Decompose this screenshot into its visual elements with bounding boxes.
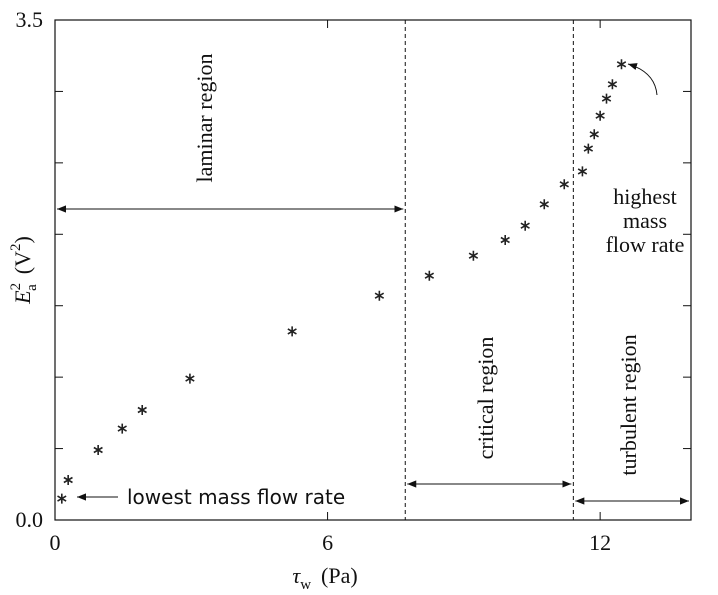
x-tick-label: 6 [322,530,333,555]
y-axis-label: E2a(V2) [8,236,40,305]
region-label: laminar region [192,54,217,183]
point-glyph [616,59,627,70]
annotation: lowest mass flow rate [127,485,345,509]
x-tick-label: 0 [50,530,61,555]
point [589,129,599,140]
point [374,290,385,301]
x-tick-label: 12 [589,530,611,555]
point-glyph [601,93,612,104]
y-tick-label: 0.0 [16,507,44,532]
point [93,445,103,455]
y-label-sup: 2 [8,283,24,291]
point-glyph [287,326,297,337]
point [468,250,479,261]
point-glyph [589,129,599,140]
point [583,143,594,154]
plot-frame [54,19,692,521]
point-glyph [577,166,588,177]
point [616,59,627,70]
y-label-symbol: E [10,290,35,305]
point-glyph [57,493,67,504]
point [607,79,618,90]
point [185,373,195,384]
point-glyph [93,445,103,455]
point [601,93,612,104]
y-label-unit-close: ) [10,236,35,243]
point-glyph [520,220,530,231]
x-label-symbol: τ [292,563,301,588]
point-glyph [63,475,73,485]
annotation: highest [613,184,677,209]
point-glyph [500,235,510,245]
point-glyph [117,423,127,434]
annotation-arrow [627,63,658,96]
point-glyph [559,179,569,190]
region-label: turbulent region [616,334,641,475]
point [117,423,127,434]
point-glyph [137,405,147,415]
point [539,199,549,210]
point-glyph [468,250,479,261]
point [137,405,147,415]
point-glyph [424,270,435,281]
y-label-unit-sup: 2 [8,243,24,251]
x-label-sub: w [300,577,311,593]
point-glyph [607,79,618,90]
point-glyph [595,110,605,121]
point-glyph [185,373,195,384]
point [559,179,569,190]
point [63,475,73,485]
annotation: mass [623,208,667,233]
y-label-unit: (V [10,251,35,274]
y-label-sub: a [24,284,40,291]
point [424,270,435,281]
point [500,235,510,245]
y-tick-label: 3.5 [16,7,44,32]
point [577,166,588,177]
point-glyph [539,199,549,210]
x-axis-label: τw (Pa) [292,563,357,593]
point-glyph [374,290,385,301]
point [520,220,530,231]
point [595,110,605,121]
point-glyph [583,143,594,154]
x-label-unit: (Pa) [321,563,358,588]
point [287,326,297,337]
point [57,493,67,504]
annotation: flow rate [606,232,685,257]
region-label: critical region [473,337,498,460]
